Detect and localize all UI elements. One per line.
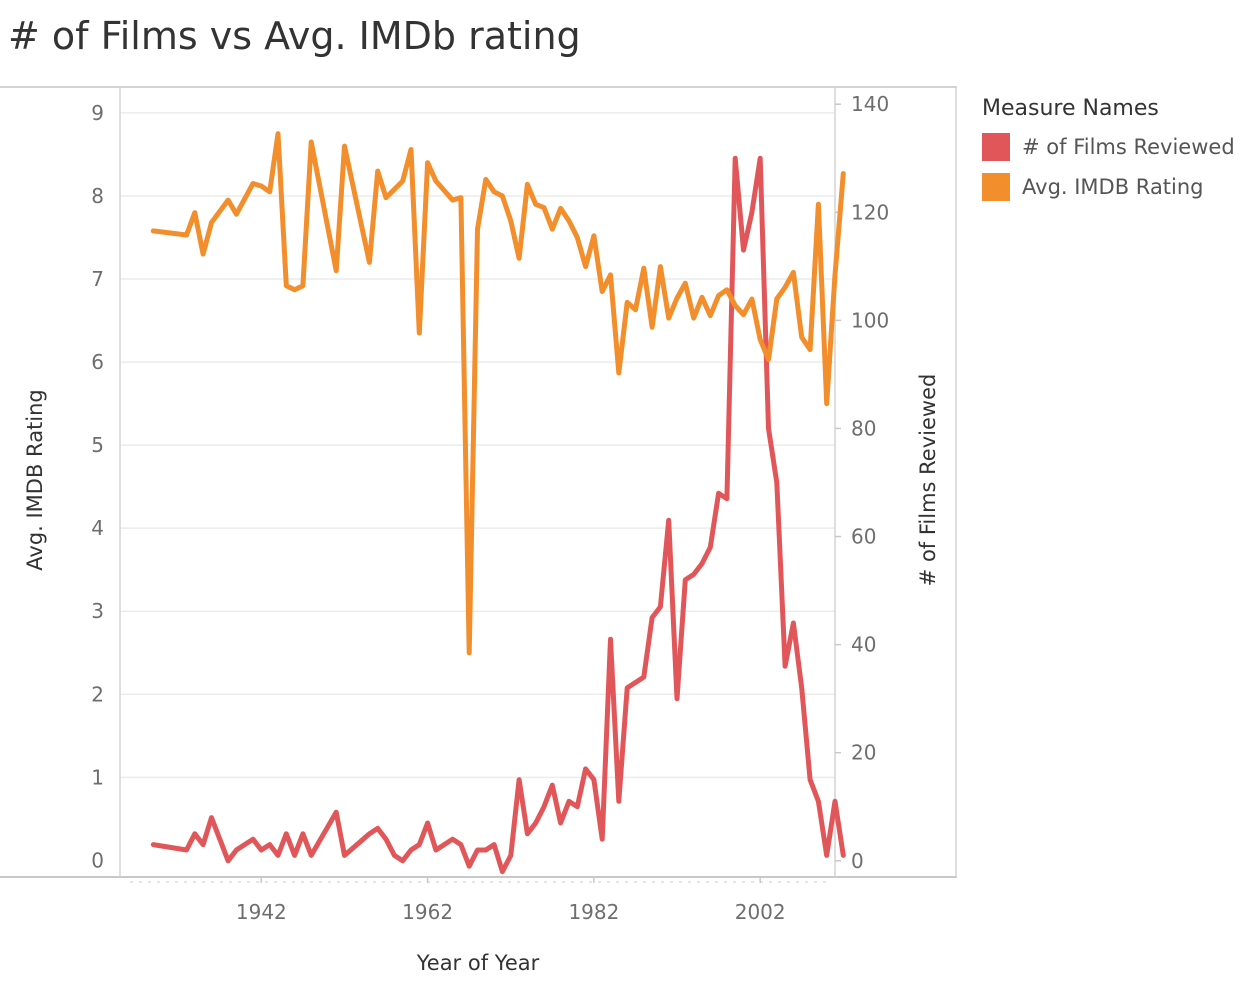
right-tick-label: 100 bbox=[851, 308, 889, 332]
left-tick-label: 7 bbox=[91, 267, 104, 291]
x-tick-label: 2002 bbox=[735, 900, 786, 924]
legend: Measure Names # of Films Reviewed Avg. I… bbox=[982, 96, 1235, 207]
left-tick-label: 2 bbox=[91, 682, 104, 706]
legend-label-films-reviewed: # of Films Reviewed bbox=[1022, 135, 1235, 159]
right-tick-label: 140 bbox=[851, 92, 889, 116]
legend-swatch-films-reviewed bbox=[982, 133, 1010, 161]
series-lines bbox=[150, 131, 846, 875]
right-tick-label: 120 bbox=[851, 200, 889, 224]
left-tick-label: 0 bbox=[91, 848, 104, 872]
x-tick-label: 1982 bbox=[568, 900, 619, 924]
legend-item-imdb-rating[interactable]: Avg. IMDB Rating bbox=[982, 167, 1235, 207]
right-tick-label: 20 bbox=[851, 741, 876, 765]
legend-swatch-imdb-rating bbox=[982, 173, 1010, 201]
legend-label-imdb-rating: Avg. IMDB Rating bbox=[1022, 175, 1204, 199]
left-tick-label: 5 bbox=[91, 433, 104, 457]
left-tick-label: 4 bbox=[91, 516, 104, 540]
left-axis-ticks: 0 1 2 3 4 5 6 7 8 9 bbox=[91, 101, 104, 872]
right-tick-label: 80 bbox=[851, 416, 876, 440]
x-axis-label: Year of Year bbox=[416, 951, 540, 975]
gridlines bbox=[120, 112, 835, 779]
left-tick-label: 6 bbox=[91, 350, 104, 374]
series-line-of-films-reviewed bbox=[150, 155, 846, 875]
right-tick-label: 0 bbox=[851, 849, 864, 873]
left-tick-label: 1 bbox=[91, 765, 104, 789]
left-tick-label: 3 bbox=[91, 599, 104, 623]
chart-title: # of Films vs Avg. IMDb rating bbox=[8, 14, 581, 58]
right-tick-label: 60 bbox=[851, 525, 876, 549]
series-line-avg-imdb-rating bbox=[150, 131, 846, 656]
right-tick-label: 40 bbox=[851, 633, 876, 657]
right-axis-label: # of Films Reviewed bbox=[916, 374, 940, 587]
left-tick-label: 9 bbox=[91, 101, 104, 125]
legend-item-films-reviewed[interactable]: # of Films Reviewed bbox=[982, 127, 1235, 167]
left-tick-label: 8 bbox=[91, 184, 104, 208]
x-tick-label: 1962 bbox=[402, 900, 453, 924]
chart-frame bbox=[0, 86, 957, 878]
legend-title: Measure Names bbox=[982, 96, 1159, 121]
x-tick-label: 1942 bbox=[236, 900, 287, 924]
x-axis-ticks: 1942 1962 1982 2002 bbox=[130, 877, 826, 924]
left-axis-label: Avg. IMDB Rating bbox=[23, 389, 47, 571]
right-axis-ticks: 0 20 40 60 80 100 120 140 bbox=[835, 92, 889, 873]
